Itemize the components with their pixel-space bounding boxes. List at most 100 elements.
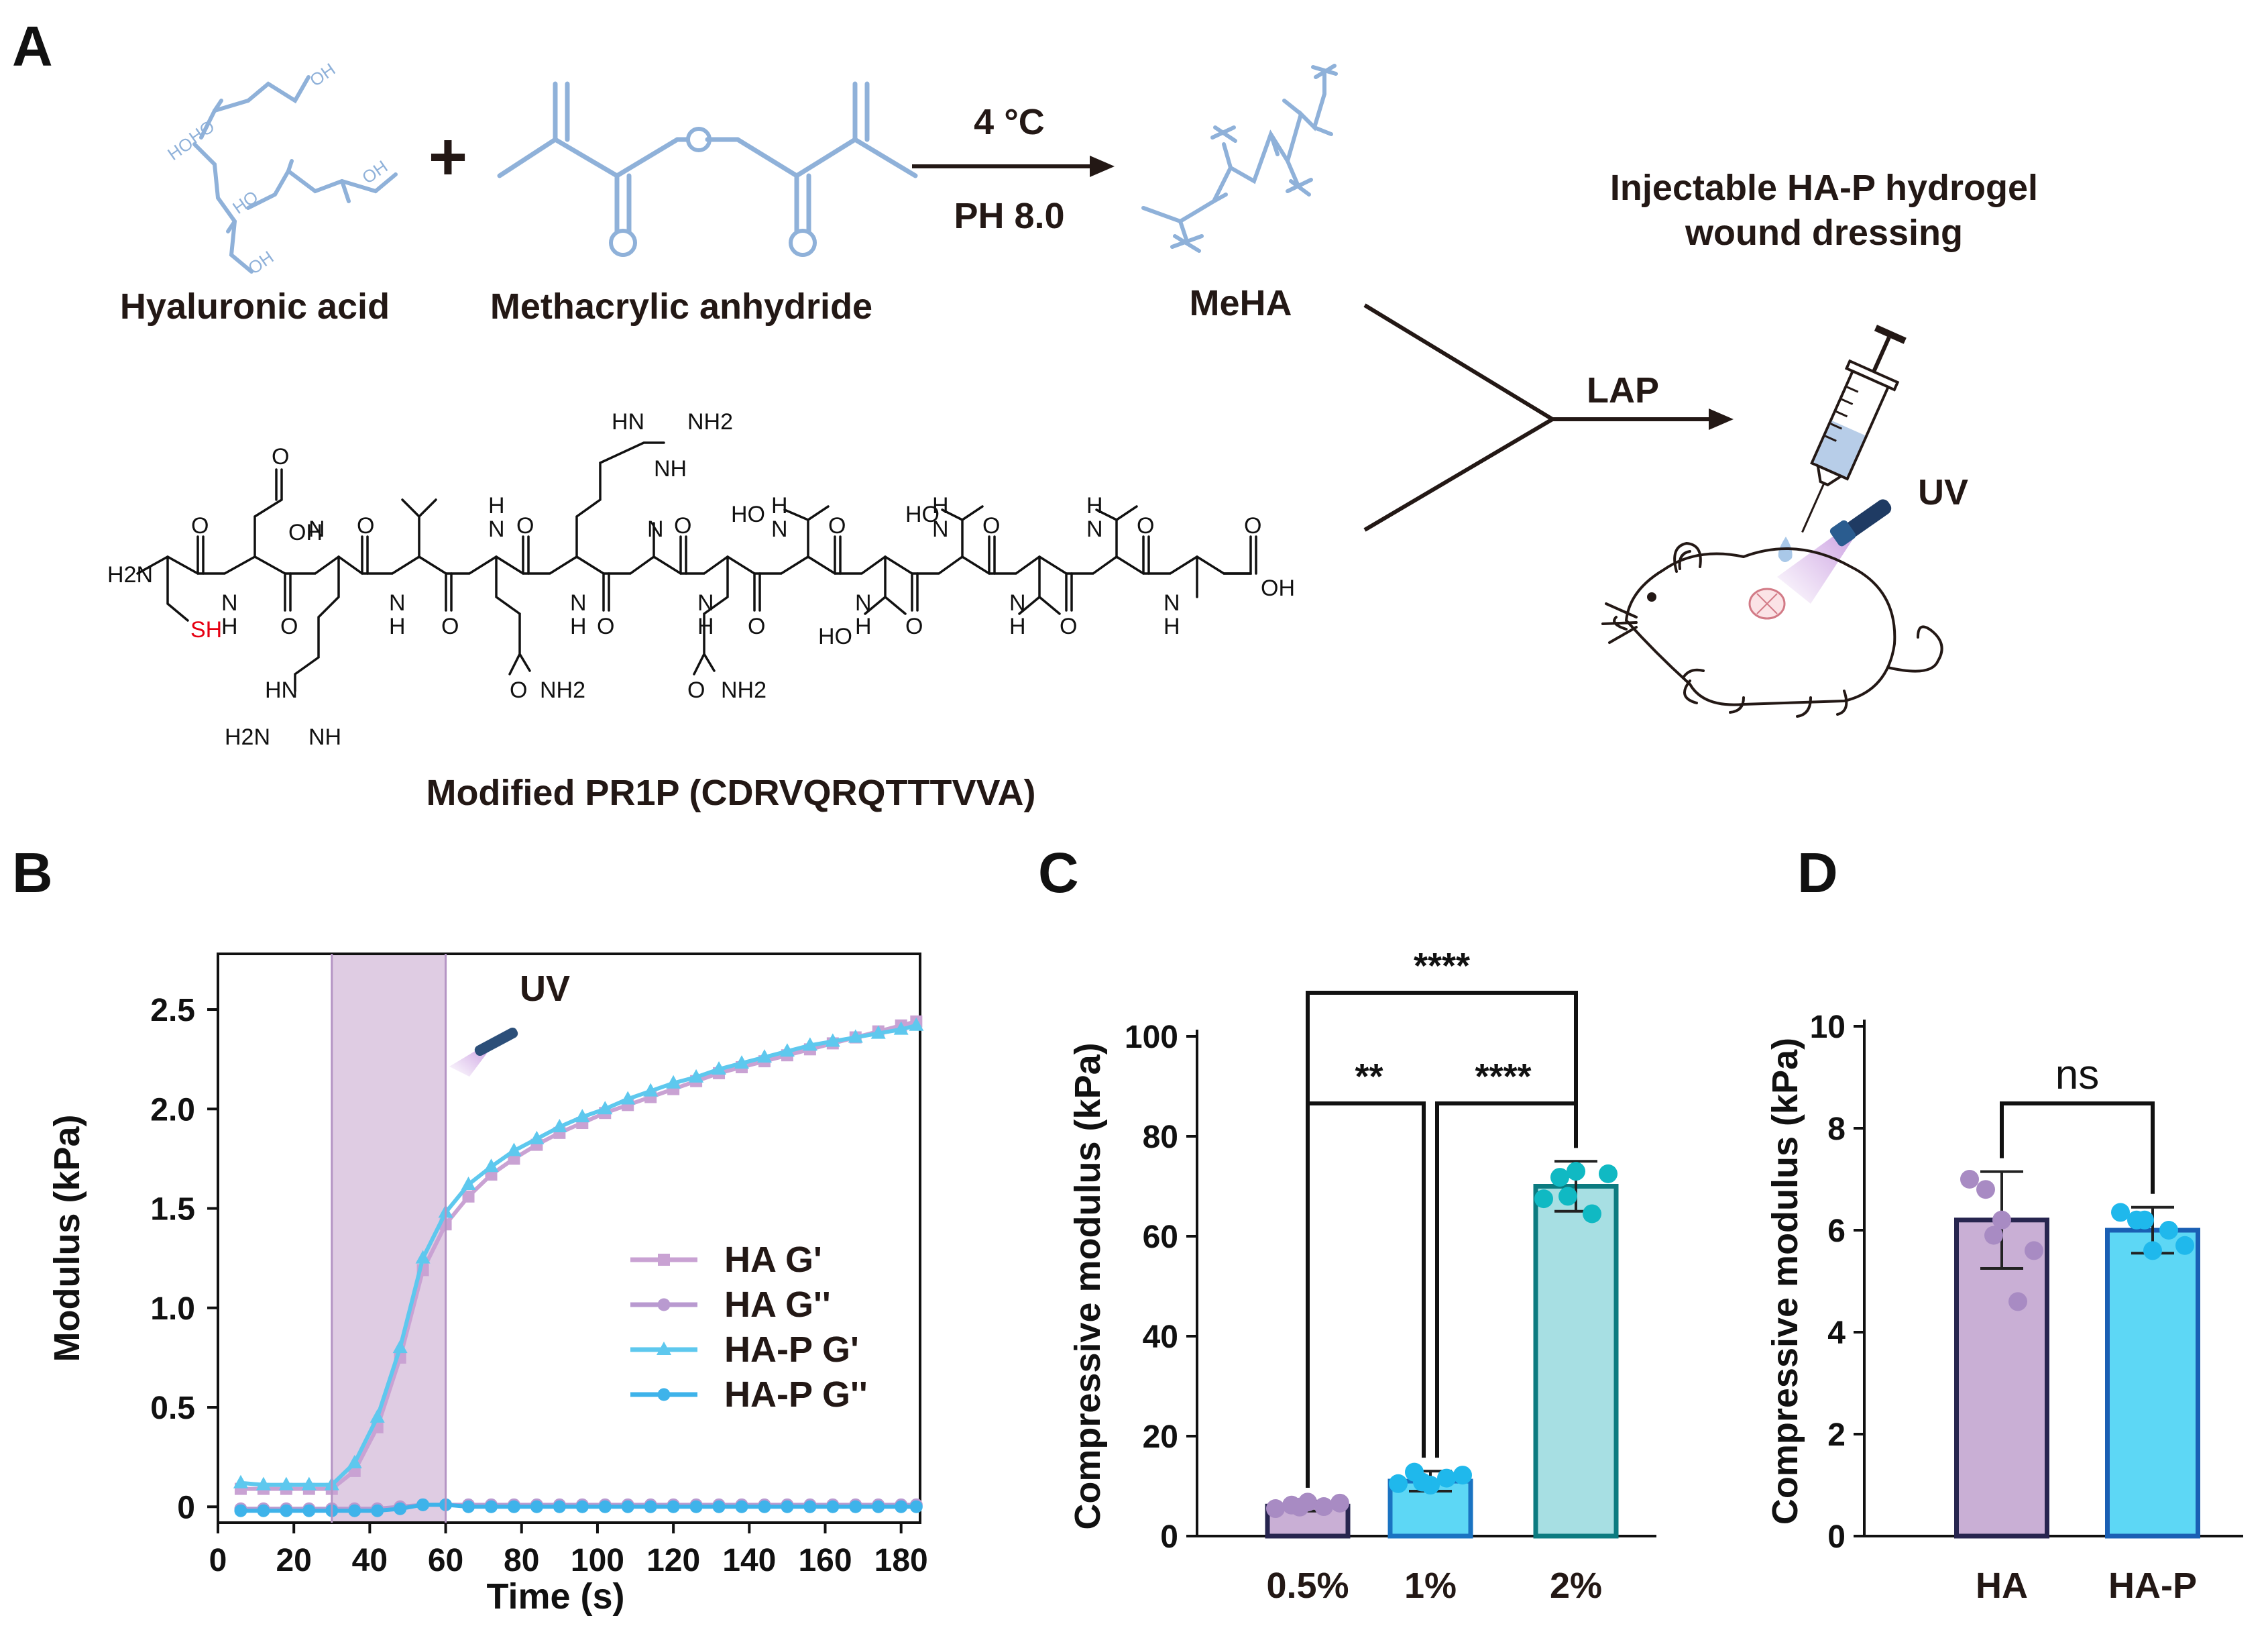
uv-label-scheme: UV [1918, 472, 1968, 512]
y-tick-label-b: 1.5 [150, 1192, 195, 1228]
data-point-b [621, 1500, 634, 1513]
data-point-b [895, 1500, 908, 1513]
x-tick-label-b: 80 [504, 1543, 539, 1578]
atom-o-15: O [1137, 513, 1154, 539]
uv-lamp-icon-b [449, 1027, 518, 1077]
replicate-point [1437, 1468, 1456, 1488]
syringe-icon [1801, 325, 1907, 533]
data-point-b [301, 1476, 317, 1490]
data-point-b [484, 1500, 498, 1513]
data-point-b [826, 1500, 840, 1513]
meha-structure [1141, 64, 1338, 253]
replicate-point [2175, 1236, 2194, 1255]
atom-o-9: O [687, 677, 705, 703]
replicate-point [1290, 1497, 1309, 1517]
data-point-b [872, 1500, 885, 1513]
replicate-point [1453, 1466, 1472, 1485]
panel-b: B 0 20 40 60 80 100 120 140 160 180 0 0.5 1.0 1.5 2.0 2… [12, 841, 928, 1617]
atom-o-2: O [280, 614, 298, 639]
data-point-b [803, 1500, 817, 1513]
atom-oh-acid: OH [288, 520, 323, 545]
bar [2105, 1228, 2200, 1539]
atom-h-10: H [932, 493, 949, 519]
replicate-point [2008, 1292, 2027, 1311]
significance-bracket [2000, 1101, 2155, 1194]
y-tick-label-b: 1.0 [150, 1291, 195, 1327]
data-point-b [461, 1176, 476, 1190]
x-category-label: 1% [1404, 1566, 1457, 1606]
data-point-b [712, 1500, 726, 1513]
replicate-point [1984, 1226, 2003, 1245]
methacrylic-anhydride-structure [497, 81, 918, 257]
y-tick-label: 10 [1810, 1010, 1846, 1045]
y-tick-label-b: 2.0 [150, 1092, 195, 1128]
replicate-point [1389, 1474, 1408, 1493]
data-point-b [507, 1500, 520, 1513]
atom-o-14: O [1060, 614, 1077, 639]
legend-label-b: HA-P G'' [724, 1374, 868, 1415]
data-point-b [234, 1504, 247, 1517]
replicate-point [1558, 1187, 1577, 1206]
y-tick-label: 2 [1827, 1417, 1846, 1453]
converging-arrow [1363, 303, 1734, 532]
data-point-b [575, 1500, 589, 1513]
atom-o-3: O [357, 513, 374, 539]
atom-o-12: O [905, 614, 923, 639]
methacrylic-anhydride-label: Methacrylic anhydride [490, 286, 872, 327]
dressing-title-line2: wound dressing [1685, 213, 1963, 253]
replicate-point [2135, 1210, 2154, 1230]
atom-o-6: O [510, 677, 527, 703]
data-point-b [666, 1075, 681, 1089]
y-tick-label: 6 [1827, 1213, 1846, 1249]
meha-label: MeHA [1189, 283, 1292, 323]
atom-h-3: H [389, 614, 406, 639]
series-b-2 [233, 1017, 924, 1490]
legend-marker-b [657, 1388, 671, 1401]
data-point-b [689, 1069, 704, 1083]
replicate-point [1583, 1204, 1601, 1224]
data-point-b [302, 1504, 316, 1517]
data-point-b [256, 1476, 271, 1490]
data-point-b [644, 1500, 657, 1513]
atom-ho-1: HO [731, 502, 765, 527]
y-tick-label: 4 [1827, 1315, 1846, 1351]
data-point-b [530, 1500, 543, 1513]
data-point-b [394, 1502, 407, 1515]
atom-n-4: N [488, 517, 505, 542]
atom-n-13: N [1164, 590, 1180, 616]
x-tick-label-b: 160 [798, 1543, 852, 1578]
panel-a: A OH HO HO HO OH OH Hyaluronic acid + [12, 15, 2038, 813]
y-tick-label: 20 [1143, 1419, 1178, 1455]
y-tick-label: 80 [1143, 1120, 1178, 1155]
data-point-b [802, 1037, 817, 1051]
atom-n-10: N [932, 517, 949, 542]
atom-ho-3: HO [905, 502, 940, 527]
y-tick-label: 8 [1827, 1111, 1846, 1147]
atom-h-5: H [570, 614, 587, 639]
data-point-b [462, 1190, 475, 1203]
series-b-3 [234, 1498, 923, 1517]
x-tick-label-b: 180 [874, 1543, 928, 1578]
data-point-b [756, 1049, 772, 1063]
y-tick-label: 0 [1160, 1519, 1178, 1555]
dressing-title-line1: Injectable HA-P hydrogel [1610, 168, 2038, 208]
data-point-b [734, 1055, 750, 1069]
data-point-b [257, 1504, 270, 1517]
x-tick-label-b: 100 [571, 1543, 624, 1578]
y-tick-label: 0 [1827, 1519, 1846, 1555]
data-point-b [415, 1250, 431, 1264]
y-tick-label-b: 0 [177, 1490, 195, 1525]
data-point-b [233, 1474, 248, 1488]
atom-o-11: O [828, 513, 846, 539]
atom-nh2-2: NH2 [687, 409, 733, 435]
replicate-point [1266, 1499, 1285, 1519]
replicate-point [1976, 1180, 1995, 1199]
data-point-b [347, 1455, 362, 1469]
x-tick-label-b: 20 [276, 1543, 311, 1578]
data-point-b [575, 1109, 590, 1123]
replicate-point [2111, 1203, 2130, 1222]
replicate-point [2143, 1241, 2162, 1260]
data-point-b [506, 1142, 522, 1156]
atom-nh2-3: NH2 [721, 677, 767, 703]
